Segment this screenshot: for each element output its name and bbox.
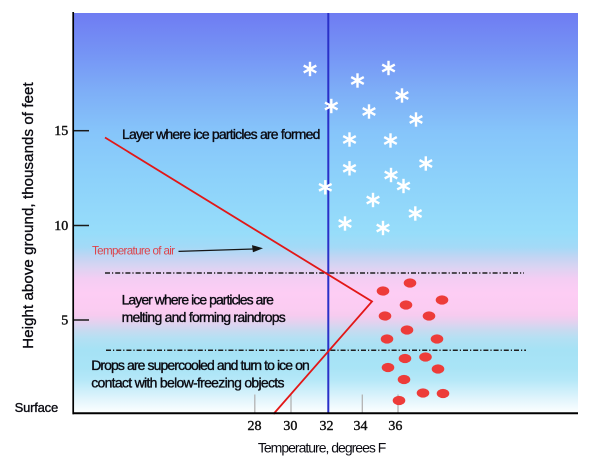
svg-text:32: 32 xyxy=(320,419,334,434)
svg-text:contact with below-freezing ob: contact with below-freezing objects xyxy=(91,374,284,390)
svg-text:Drops are supercooled and turn: Drops are supercooled and turn to ice on xyxy=(91,357,309,373)
svg-text:5: 5 xyxy=(61,314,68,329)
svg-text:28: 28 xyxy=(248,419,262,434)
svg-text:15: 15 xyxy=(54,124,68,139)
svg-text:Height above ground, thousands: Height above ground, thousands of feet xyxy=(20,82,37,349)
svg-text:Layer where ice particles are: Layer where ice particles are xyxy=(122,292,275,308)
svg-text:Surface: Surface xyxy=(15,400,58,415)
svg-text:melting and forming raindrops: melting and forming raindrops xyxy=(122,309,286,325)
svg-text:34: 34 xyxy=(354,419,368,434)
svg-text:Temperature of air: Temperature of air xyxy=(92,245,175,258)
svg-text:36: 36 xyxy=(388,419,402,434)
svg-text:Layer where ice particles are: Layer where ice particles are formed xyxy=(122,126,320,142)
svg-text:30: 30 xyxy=(283,419,297,434)
svg-text:Temperature, degrees F: Temperature, degrees F xyxy=(258,440,386,456)
svg-text:10: 10 xyxy=(54,219,68,234)
